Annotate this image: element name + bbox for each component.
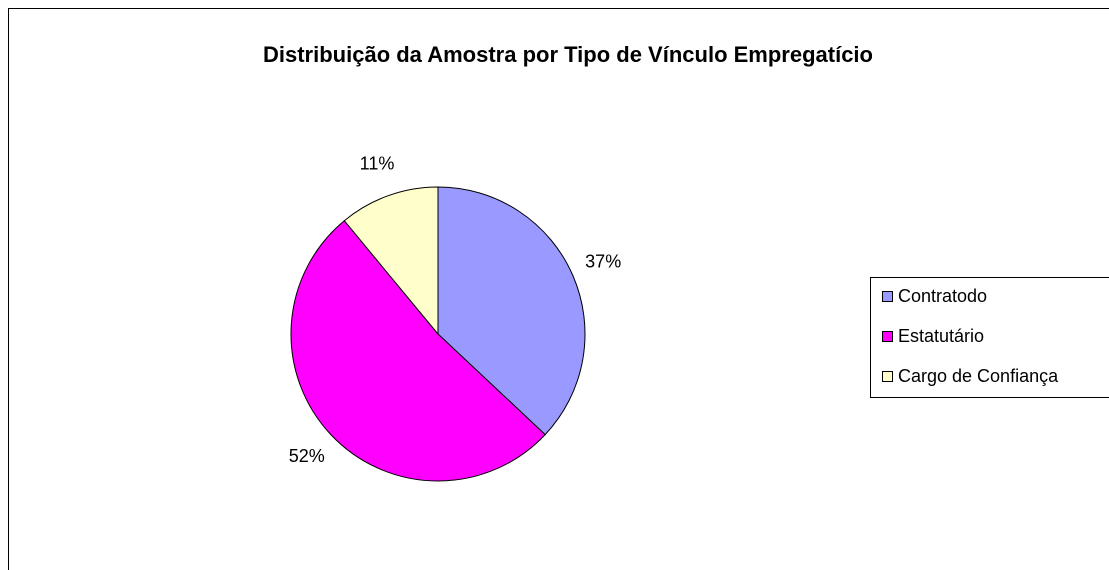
data-label: 11% xyxy=(360,153,395,173)
legend-swatch xyxy=(882,331,893,342)
legend-swatch xyxy=(882,291,893,302)
legend-label: Cargo de Confiança xyxy=(898,366,1059,386)
pie-slice xyxy=(290,220,546,482)
pie-slice xyxy=(437,186,586,436)
legend-label: Estatutário xyxy=(898,326,984,346)
legend-label: Contratodo xyxy=(898,286,987,306)
legend-swatch xyxy=(882,371,893,382)
data-label: 52% xyxy=(289,446,325,466)
legend-box xyxy=(870,277,1109,398)
chart-title: Distribuição da Amostra por Tipo de Vínc… xyxy=(263,42,873,67)
pie-slice xyxy=(343,186,439,336)
data-label: 37% xyxy=(585,251,621,271)
